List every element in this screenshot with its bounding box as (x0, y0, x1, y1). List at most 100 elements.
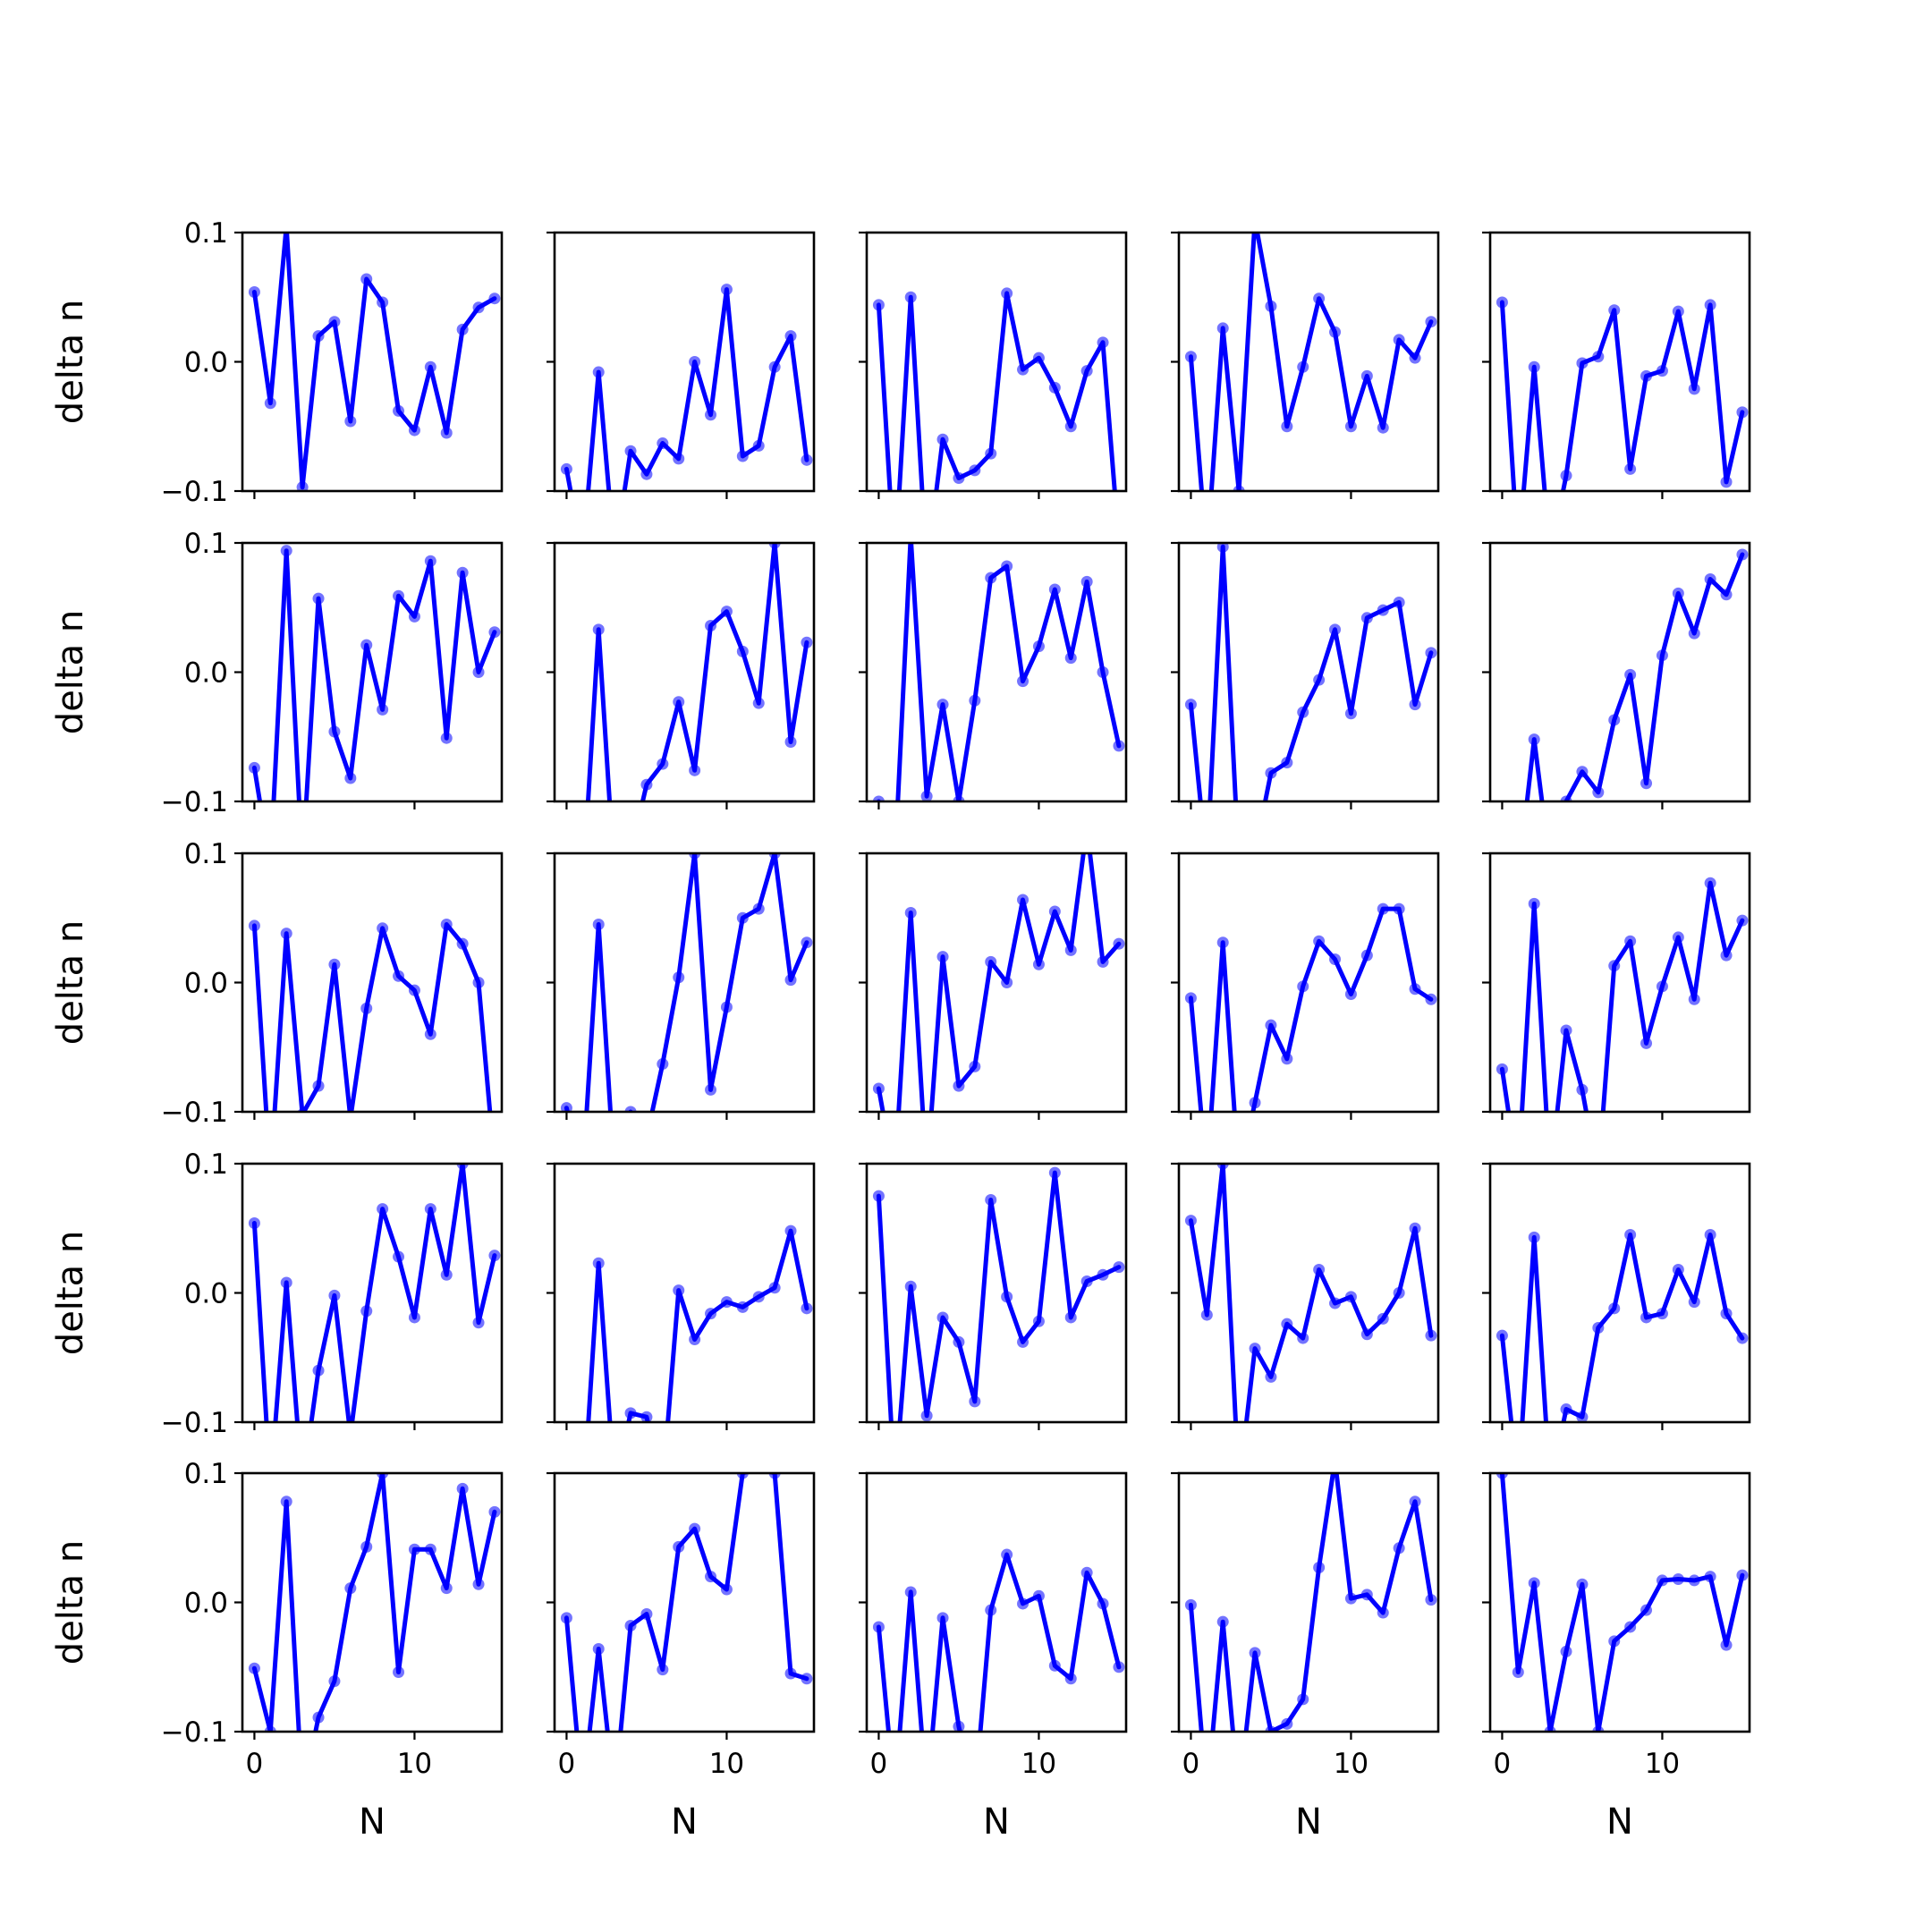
data-point (904, 1586, 917, 1598)
data-point (640, 1411, 653, 1422)
y-tick-label: 0.1 (184, 838, 228, 870)
data-point (1097, 666, 1109, 678)
data-point (705, 619, 717, 631)
data-point (592, 1257, 605, 1269)
y-tick-label: 0.1 (184, 217, 228, 250)
x-tick-label: 0 (1182, 1748, 1200, 1780)
data-point (312, 1364, 325, 1377)
data-point (1528, 1577, 1540, 1589)
data-point (736, 1301, 749, 1313)
data-point (1017, 675, 1030, 688)
data-point (1265, 300, 1277, 312)
data-point (393, 404, 405, 417)
data-point (872, 1082, 885, 1095)
data-point (752, 1291, 765, 1303)
data-point (920, 790, 933, 801)
data-point (1313, 674, 1326, 686)
data-point (1344, 708, 1357, 720)
series-line (585, 543, 809, 801)
data-point (1528, 733, 1540, 746)
axes-frame (865, 1471, 1128, 1733)
data-point (1704, 299, 1716, 311)
panel-r1-c1: −0.1 0.0 0.1 delta n (50, 217, 504, 508)
data-point (736, 450, 749, 462)
data-point (889, 563, 901, 574)
data-point (1032, 1315, 1045, 1327)
data-point (1409, 699, 1421, 711)
data-point (377, 296, 389, 309)
data-point (720, 1001, 733, 1013)
data-point (1513, 550, 1524, 562)
data-point (1201, 1791, 1213, 1802)
panel-r1-c4 (1171, 231, 1440, 499)
data-point (752, 697, 765, 709)
y-tick-label: 0.0 (184, 657, 228, 690)
data-point (768, 1282, 781, 1294)
data-point (720, 284, 733, 296)
data-point (1736, 406, 1749, 419)
data-point (1704, 877, 1716, 889)
data-point (424, 555, 436, 567)
data-point (624, 1620, 637, 1632)
x-tick-label: 10 (1645, 1748, 1680, 1780)
data-point (488, 1250, 501, 1262)
data-point (953, 472, 965, 485)
data-point (1097, 955, 1109, 968)
data-point (1560, 1403, 1572, 1416)
data-point (1313, 1263, 1326, 1275)
data-point (689, 764, 701, 776)
x-tick-label: 10 (397, 1748, 432, 1780)
data-point (736, 645, 749, 657)
data-point (1624, 1621, 1637, 1633)
data-point (673, 1540, 685, 1553)
data-point (1656, 980, 1668, 993)
data-point (640, 1608, 653, 1621)
data-point (1032, 958, 1045, 970)
series-line (1188, 906, 1434, 1112)
data-point (768, 543, 781, 549)
plot-area (248, 233, 501, 491)
data-point (1624, 668, 1637, 681)
data-point (344, 1582, 357, 1595)
series-line (876, 853, 1122, 1112)
series-line (251, 922, 493, 1112)
data-point (1281, 420, 1293, 433)
data-point (872, 795, 885, 801)
panel-r2-c1: −0.1 0.0 0.1 delta n (50, 528, 504, 818)
data-point (889, 1791, 901, 1802)
data-point (377, 1203, 389, 1216)
series-line (1499, 1233, 1745, 1422)
data-point (1249, 1647, 1261, 1659)
data-point (1249, 1097, 1261, 1109)
series-line (564, 1473, 809, 1732)
data-point (1032, 352, 1045, 364)
data-point (408, 984, 420, 996)
plot-area (560, 853, 813, 1112)
data-point (969, 694, 981, 707)
data-point (1576, 1578, 1589, 1590)
data-point (377, 703, 389, 716)
data-point (1281, 1318, 1293, 1330)
y-tick-label: −0.1 (161, 786, 228, 818)
series-line (876, 1170, 1122, 1422)
data-point (752, 439, 765, 452)
axes-frame (865, 1162, 1128, 1424)
data-point (265, 1481, 276, 1493)
panel-r5-c5: 0 10 N (1482, 1471, 1751, 1843)
data-point (1048, 1659, 1061, 1672)
data-point (768, 853, 781, 860)
data-point (312, 1080, 325, 1092)
data-point (1297, 706, 1309, 718)
data-point (1704, 1228, 1716, 1241)
data-point (889, 860, 901, 872)
plot-area (586, 1224, 813, 1422)
data-point (1360, 612, 1373, 624)
data-point (1233, 1791, 1245, 1802)
data-point (1281, 757, 1293, 769)
data-point (1656, 1574, 1668, 1587)
data-point (248, 1662, 260, 1674)
y-tick-label: −0.1 (161, 1407, 228, 1439)
series-line (1499, 300, 1745, 491)
data-point (360, 1002, 373, 1014)
y-axis-label: delta n (50, 1540, 91, 1665)
